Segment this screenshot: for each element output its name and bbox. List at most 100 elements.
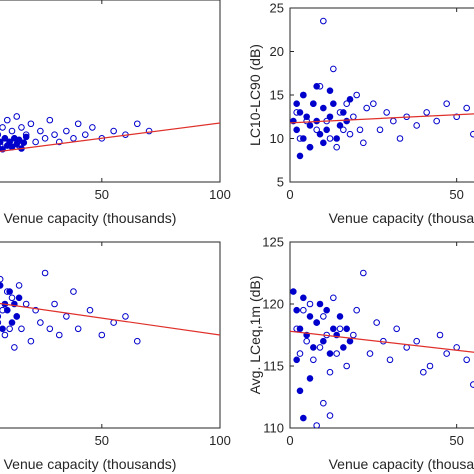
filled-data-point bbox=[346, 337, 354, 345]
filled-data-point bbox=[293, 126, 300, 134]
x-tick-label: 100 bbox=[209, 187, 231, 202]
open-data-point bbox=[370, 100, 377, 107]
open-data-point bbox=[70, 288, 77, 295]
x-axis-title: Venue capacity (thousands) bbox=[4, 456, 177, 472]
open-data-point bbox=[333, 350, 340, 357]
open-data-point bbox=[436, 331, 444, 339]
open-data-point bbox=[396, 135, 404, 142]
filled-data-point bbox=[20, 139, 28, 146]
filled-data-point bbox=[306, 143, 314, 151]
filled-data-point bbox=[313, 319, 320, 326]
open-data-point bbox=[453, 344, 460, 351]
open-data-point bbox=[313, 126, 320, 134]
open-data-point bbox=[41, 135, 49, 142]
x-tick-label: 50 bbox=[95, 433, 109, 448]
open-data-point bbox=[3, 116, 11, 124]
open-data-point bbox=[363, 104, 370, 112]
open-data-point bbox=[330, 65, 337, 73]
open-data-point bbox=[0, 124, 6, 131]
plot-marks bbox=[290, 269, 474, 428]
open-data-point bbox=[27, 337, 35, 345]
filled-data-point bbox=[0, 138, 4, 146]
open-data-point bbox=[383, 109, 390, 116]
open-data-point bbox=[316, 344, 324, 351]
open-data-point bbox=[413, 337, 420, 345]
open-data-point bbox=[313, 422, 320, 428]
open-data-point bbox=[373, 319, 380, 326]
filled-data-point bbox=[6, 288, 13, 295]
open-data-point bbox=[386, 356, 394, 364]
open-data-point bbox=[303, 337, 310, 345]
filled-data-point bbox=[300, 135, 307, 142]
y-tick-label: 110 bbox=[263, 421, 284, 436]
open-data-point bbox=[326, 368, 334, 376]
filled-data-point bbox=[1, 135, 9, 142]
open-data-point bbox=[18, 325, 25, 333]
open-data-point bbox=[110, 127, 117, 135]
filled-data-point bbox=[296, 325, 304, 333]
filled-data-point bbox=[0, 282, 4, 289]
open-data-point bbox=[133, 337, 141, 345]
filled-data-point bbox=[303, 113, 310, 121]
open-data-point bbox=[306, 300, 314, 308]
filled-data-point bbox=[320, 139, 327, 147]
open-data-point bbox=[1, 331, 9, 339]
open-data-point bbox=[74, 325, 82, 333]
open-data-point bbox=[333, 143, 340, 151]
filled-data-point bbox=[3, 306, 11, 314]
plot-marks bbox=[0, 113, 220, 153]
filled-data-point bbox=[306, 122, 314, 129]
open-data-point bbox=[51, 131, 58, 138]
open-data-point bbox=[98, 331, 106, 339]
filled-data-point bbox=[15, 294, 23, 302]
plot-area-frame bbox=[289, 241, 474, 429]
open-data-point bbox=[63, 313, 70, 320]
open-data-point bbox=[470, 130, 474, 138]
filled-data-point bbox=[15, 136, 23, 144]
filled-data-point bbox=[326, 113, 334, 121]
open-data-point bbox=[300, 306, 307, 314]
open-data-point bbox=[360, 269, 367, 277]
x-axis-title: Venue capacity (thousands) bbox=[4, 210, 177, 226]
trend-line bbox=[290, 330, 474, 353]
y-tick-label: 120 bbox=[262, 297, 284, 312]
x-tick-label: 100 bbox=[209, 433, 231, 448]
x-tick-label: 50 bbox=[95, 187, 109, 202]
open-data-point bbox=[37, 319, 44, 326]
open-data-point bbox=[0, 275, 4, 283]
filled-data-point bbox=[300, 91, 307, 99]
open-data-point bbox=[320, 17, 327, 25]
open-data-point bbox=[122, 313, 129, 320]
filled-data-point bbox=[330, 325, 337, 333]
open-data-point bbox=[81, 131, 89, 138]
trend-line bbox=[0, 122, 220, 152]
x-tick-label: 0 bbox=[286, 433, 293, 448]
filled-data-point bbox=[336, 122, 344, 129]
open-data-point bbox=[320, 313, 327, 320]
open-data-point bbox=[0, 132, 2, 138]
y-tick-label: 20 bbox=[270, 44, 284, 59]
open-data-point bbox=[55, 331, 63, 339]
open-data-point bbox=[296, 350, 304, 357]
plot-area-frame bbox=[0, 0, 221, 183]
x-axis-title: Venue capacity (thousands) bbox=[329, 456, 474, 472]
filled-data-point bbox=[343, 325, 350, 333]
y-tick-label: 10 bbox=[270, 131, 284, 146]
filled-data-point bbox=[13, 313, 21, 320]
trend-line bbox=[0, 302, 220, 336]
open-data-point bbox=[86, 306, 94, 314]
open-data-point bbox=[350, 331, 357, 339]
filled-data-point bbox=[306, 313, 314, 320]
open-data-point bbox=[340, 126, 347, 134]
filled-data-point bbox=[296, 152, 304, 160]
open-data-point bbox=[423, 109, 430, 116]
open-data-point bbox=[366, 350, 374, 357]
plot-marks bbox=[0, 269, 220, 351]
open-data-point bbox=[63, 127, 70, 135]
open-data-point bbox=[0, 320, 2, 326]
open-data-point bbox=[360, 139, 367, 147]
y-axis-title: LC10-LC90 (dB) bbox=[247, 44, 263, 146]
y-tick-label: 5 bbox=[277, 175, 284, 190]
filled-data-point bbox=[346, 96, 354, 103]
open-data-point bbox=[74, 120, 82, 128]
